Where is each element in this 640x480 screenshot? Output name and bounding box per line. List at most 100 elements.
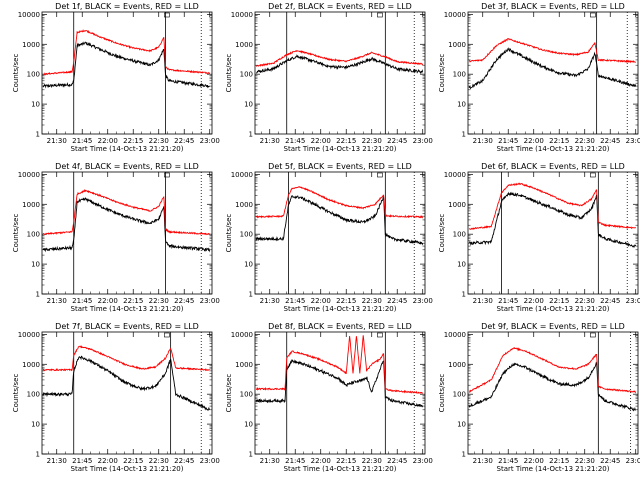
series-lld-line: [468, 182, 637, 230]
x-tick-label: 21:30: [260, 457, 280, 465]
y-tick-label: 10: [457, 421, 466, 429]
y-tick-label: 1: [249, 131, 253, 139]
x-tick-label: 21:45: [498, 137, 518, 145]
x-tick-label: 22:00: [524, 457, 544, 465]
x-tick-label: 22:00: [311, 457, 331, 465]
y-tick-label: 10000: [444, 11, 466, 19]
series-events-line: [42, 41, 210, 89]
y-tick-label: 1: [36, 131, 40, 139]
y-tick-label: 100: [240, 231, 253, 239]
y-tick-label: 1: [249, 291, 253, 299]
legend-marker: [590, 12, 596, 18]
x-tick-label: 22:30: [149, 137, 169, 145]
y-tick-label: 10000: [444, 171, 466, 179]
y-tick-label: 10: [457, 261, 466, 269]
x-tick-label: 21:45: [72, 457, 92, 465]
panel-title: Det 3f, BLACK = Events, RED = LLD: [481, 2, 625, 11]
x-tick-label: 21:45: [285, 457, 305, 465]
x-tick-label: 22:30: [149, 297, 169, 305]
y-axis-label: Counts/sec: [12, 214, 20, 253]
plot-frame: [41, 331, 213, 455]
x-tick-label: 22:15: [123, 137, 143, 145]
series-lld-line: [255, 335, 423, 395]
plot-frame: [467, 171, 639, 295]
y-tick-label: 10000: [231, 171, 253, 179]
x-tick-label: 21:45: [498, 297, 518, 305]
x-tick-label: 22:45: [600, 297, 620, 305]
x-tick-label: 22:15: [336, 297, 356, 305]
panel-title: Det 5f, BLACK = Events, RED = LLD: [268, 162, 412, 171]
x-tick-label: 22:30: [362, 457, 382, 465]
series-events-line: [42, 355, 211, 412]
y-tick-label: 10: [244, 421, 253, 429]
x-tick-label: 23:00: [626, 137, 640, 145]
x-tick-label: 21:30: [260, 297, 280, 305]
x-tick-label: 23:00: [200, 297, 220, 305]
x-tick-label: 22:45: [174, 297, 194, 305]
y-tick-label: 1000: [22, 201, 40, 209]
y-tick-label: 1: [462, 291, 466, 299]
y-tick-label: 10000: [231, 331, 253, 339]
y-axis-label: Counts/sec: [225, 374, 233, 413]
x-tick-label: 22:30: [575, 457, 595, 465]
legend-marker: [164, 332, 170, 338]
y-tick-label: 10000: [18, 331, 40, 339]
x-tick-label: 22:45: [600, 137, 620, 145]
y-tick-label: 1000: [22, 361, 40, 369]
y-tick-label: 1000: [235, 41, 253, 49]
x-tick-label: 22:45: [174, 457, 194, 465]
y-tick-label: 10: [31, 261, 40, 269]
y-tick-label: 10: [31, 421, 40, 429]
x-tick-label: 22:15: [336, 457, 356, 465]
panel-det-9f: Det 9f, BLACK = Events, RED = LLD 1 10 100 1…: [438, 322, 640, 473]
series-lld-line: [42, 345, 210, 372]
y-tick-label: 10000: [18, 171, 40, 179]
x-axis-label: Start Time (14-Oct-13 21:21:20): [284, 145, 397, 153]
x-axis-label: Start Time (14-Oct-13 21:21:20): [497, 305, 610, 313]
panel-title: Det 2f, BLACK = Events, RED = LLD: [268, 2, 412, 11]
y-tick-label: 100: [27, 391, 40, 399]
x-axis-label: Start Time (14-Oct-13 21:21:20): [497, 145, 610, 153]
y-axis-label: Counts/sec: [438, 214, 446, 253]
x-tick-label: 22:15: [336, 137, 356, 145]
x-tick-label: 21:30: [473, 297, 493, 305]
x-tick-label: 23:00: [413, 297, 433, 305]
y-tick-label: 100: [27, 71, 40, 79]
legend-marker: [377, 12, 383, 18]
legend-marker: [377, 172, 383, 178]
y-tick-label: 10000: [444, 331, 466, 339]
x-tick-label: 23:00: [413, 457, 433, 465]
x-tick-label: 22:30: [575, 297, 595, 305]
x-tick-label: 22:45: [387, 137, 407, 145]
y-tick-label: 1000: [448, 41, 466, 49]
x-tick-label: 22:15: [549, 137, 569, 145]
panel-det-7f: Det 7f, BLACK = Events, RED = LLD 1 10 100 1…: [12, 322, 220, 473]
x-axis-label: Start Time (14-Oct-13 21:21:20): [71, 465, 184, 473]
plot-frame: [467, 331, 639, 455]
series-events-line: [255, 195, 424, 246]
y-tick-label: 10: [244, 101, 253, 109]
y-tick-label: 1: [249, 451, 253, 459]
x-tick-label: 22:45: [387, 457, 407, 465]
x-tick-label: 22:15: [549, 457, 569, 465]
panel-title: Det 4f, BLACK = Events, RED = LLD: [55, 162, 199, 171]
x-tick-label: 22:15: [123, 457, 143, 465]
x-tick-label: 21:45: [72, 297, 92, 305]
y-tick-label: 10000: [231, 11, 253, 19]
x-tick-label: 22:45: [387, 297, 407, 305]
panel-title: Det 8f, BLACK = Events, RED = LLD: [268, 322, 412, 331]
x-tick-label: 22:30: [575, 137, 595, 145]
x-tick-label: 22:00: [311, 297, 331, 305]
panel-det-6f: Det 6f, BLACK = Events, RED = LLD 1 10 100 1…: [438, 162, 640, 313]
x-axis-label: Start Time (14-Oct-13 21:21:20): [284, 465, 397, 473]
panel-title: Det 9f, BLACK = Events, RED = LLD: [481, 322, 625, 331]
series-lld-line: [42, 188, 210, 236]
legend-marker: [590, 332, 596, 338]
y-tick-label: 10000: [18, 11, 40, 19]
legend-marker: [164, 12, 170, 18]
y-axis-label: Counts/sec: [225, 54, 233, 93]
x-tick-label: 22:00: [98, 457, 118, 465]
x-tick-label: 23:00: [626, 457, 640, 465]
x-tick-label: 21:45: [285, 137, 305, 145]
